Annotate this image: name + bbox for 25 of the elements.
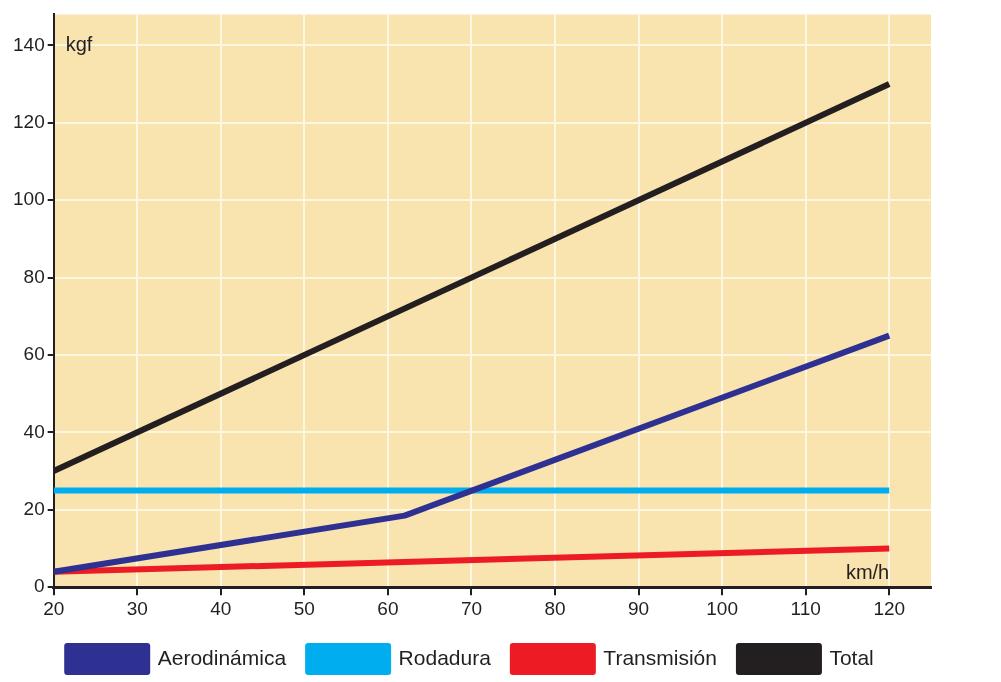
x-tick-label: 40 — [210, 597, 232, 619]
y-tick-label: 20 — [23, 498, 45, 520]
legend-label: Aerodinámica — [157, 645, 287, 669]
x-tick-label: 90 — [628, 597, 650, 619]
x-tick-label: 50 — [293, 597, 315, 619]
legend-label: Transmisión — [603, 645, 717, 669]
x-tick-label: 100 — [706, 597, 738, 619]
y-axis-title: kgf — [65, 32, 93, 55]
y-tick-label: 100 — [13, 188, 45, 210]
x-axis-title: km/h — [845, 560, 890, 583]
y-tick-label: 80 — [23, 265, 45, 287]
x-tick-label: 110 — [790, 597, 821, 619]
x-tick-label: 60 — [377, 597, 399, 619]
x-tick-label: 20 — [43, 597, 65, 619]
y-tick-label: 140 — [13, 33, 45, 55]
legend-label: Total — [829, 645, 874, 669]
y-tick-label: 40 — [23, 420, 45, 442]
x-tick-label: 70 — [460, 597, 483, 619]
y-tick-label: 0 — [34, 575, 45, 597]
y-tick-label: 60 — [23, 343, 45, 365]
x-tick-label: 120 — [873, 597, 906, 619]
legend-label: Rodadura — [398, 645, 492, 669]
x-tick-label: 30 — [126, 597, 148, 619]
x-tick-label: 80 — [544, 597, 566, 619]
y-tick-label: 120 — [13, 111, 45, 132]
